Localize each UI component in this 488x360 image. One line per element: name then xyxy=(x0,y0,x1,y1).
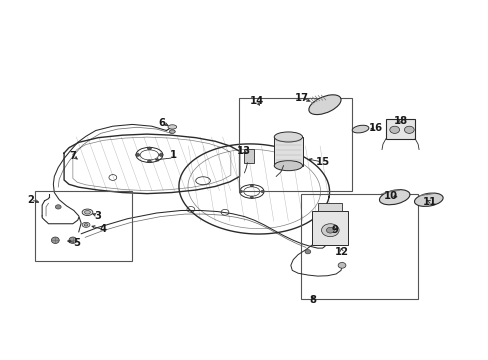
Circle shape xyxy=(147,147,151,150)
Circle shape xyxy=(250,185,253,187)
Text: 8: 8 xyxy=(308,295,316,305)
Circle shape xyxy=(136,153,140,156)
Circle shape xyxy=(159,153,163,156)
Bar xyxy=(317,203,341,211)
Text: 10: 10 xyxy=(383,191,397,201)
Ellipse shape xyxy=(69,237,77,243)
Ellipse shape xyxy=(274,161,302,171)
Circle shape xyxy=(326,227,333,233)
Ellipse shape xyxy=(84,224,88,226)
Text: 11: 11 xyxy=(422,197,436,207)
Text: 15: 15 xyxy=(315,157,329,167)
Text: 1: 1 xyxy=(170,150,177,160)
Text: 13: 13 xyxy=(236,146,250,156)
Bar xyxy=(35,192,132,261)
Ellipse shape xyxy=(51,237,59,243)
Text: 12: 12 xyxy=(334,247,348,257)
Text: 4: 4 xyxy=(100,225,106,234)
Circle shape xyxy=(321,224,338,237)
Text: 7: 7 xyxy=(69,150,76,161)
Bar xyxy=(243,149,254,163)
Ellipse shape xyxy=(84,211,90,214)
Text: 18: 18 xyxy=(393,116,407,126)
Bar xyxy=(274,137,302,166)
Text: 17: 17 xyxy=(294,93,308,103)
Text: 6: 6 xyxy=(158,118,165,128)
Circle shape xyxy=(239,190,242,193)
Circle shape xyxy=(389,126,399,134)
Circle shape xyxy=(404,126,413,134)
Ellipse shape xyxy=(379,190,409,205)
Text: 9: 9 xyxy=(330,225,338,235)
Ellipse shape xyxy=(82,209,93,216)
Ellipse shape xyxy=(351,125,368,133)
Circle shape xyxy=(55,205,61,209)
Circle shape xyxy=(337,262,345,268)
Circle shape xyxy=(147,160,151,163)
Text: 3: 3 xyxy=(95,211,102,221)
Circle shape xyxy=(261,190,264,193)
Text: 14: 14 xyxy=(249,96,263,106)
Text: 5: 5 xyxy=(73,238,80,248)
Ellipse shape xyxy=(82,222,90,227)
Ellipse shape xyxy=(274,132,302,142)
Bar xyxy=(238,98,351,191)
Circle shape xyxy=(305,249,310,254)
Text: 2: 2 xyxy=(27,195,34,205)
Ellipse shape xyxy=(414,193,442,206)
Bar xyxy=(385,119,414,139)
Bar xyxy=(311,211,347,245)
Ellipse shape xyxy=(308,95,340,114)
Ellipse shape xyxy=(167,125,176,129)
Bar xyxy=(300,194,417,299)
Ellipse shape xyxy=(169,130,175,134)
Text: 16: 16 xyxy=(368,123,383,133)
Circle shape xyxy=(250,196,253,198)
